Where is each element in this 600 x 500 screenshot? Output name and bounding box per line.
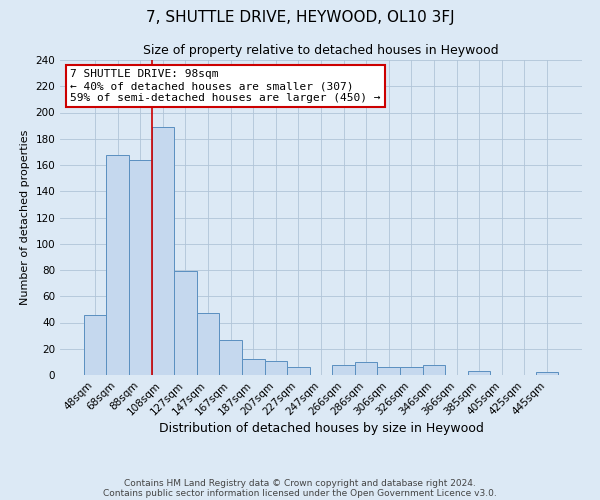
Bar (468, 371, 490, 375)
Text: 7 SHUTTLE DRIVE: 98sqm
← 40% of detached houses are smaller (307)
59% of semi-de: 7 SHUTTLE DRIVE: 98sqm ← 40% of detached… (70, 70, 381, 102)
Bar (129, 160, 152, 375)
Bar (536, 372, 558, 375)
Text: Contains HM Land Registry data © Crown copyright and database right 2024.: Contains HM Land Registry data © Crown c… (124, 478, 476, 488)
Bar (400, 367, 422, 375)
Bar (287, 367, 310, 375)
Y-axis label: Number of detached properties: Number of detached properties (20, 130, 30, 305)
Bar (220, 340, 242, 375)
Text: Contains public sector information licensed under the Open Government Licence v3: Contains public sector information licen… (103, 488, 497, 498)
Bar (355, 362, 377, 375)
Bar (242, 359, 265, 375)
Bar (197, 314, 220, 375)
Title: Size of property relative to detached houses in Heywood: Size of property relative to detached ho… (143, 44, 499, 58)
Bar (174, 272, 197, 375)
Text: 7, SHUTTLE DRIVE, HEYWOOD, OL10 3FJ: 7, SHUTTLE DRIVE, HEYWOOD, OL10 3FJ (146, 10, 454, 25)
Bar (265, 360, 287, 375)
Bar (106, 154, 129, 375)
Bar (84, 314, 106, 375)
Bar (422, 364, 445, 375)
Bar (332, 364, 355, 375)
Bar (152, 127, 174, 375)
Bar (377, 367, 400, 375)
X-axis label: Distribution of detached houses by size in Heywood: Distribution of detached houses by size … (158, 422, 484, 436)
